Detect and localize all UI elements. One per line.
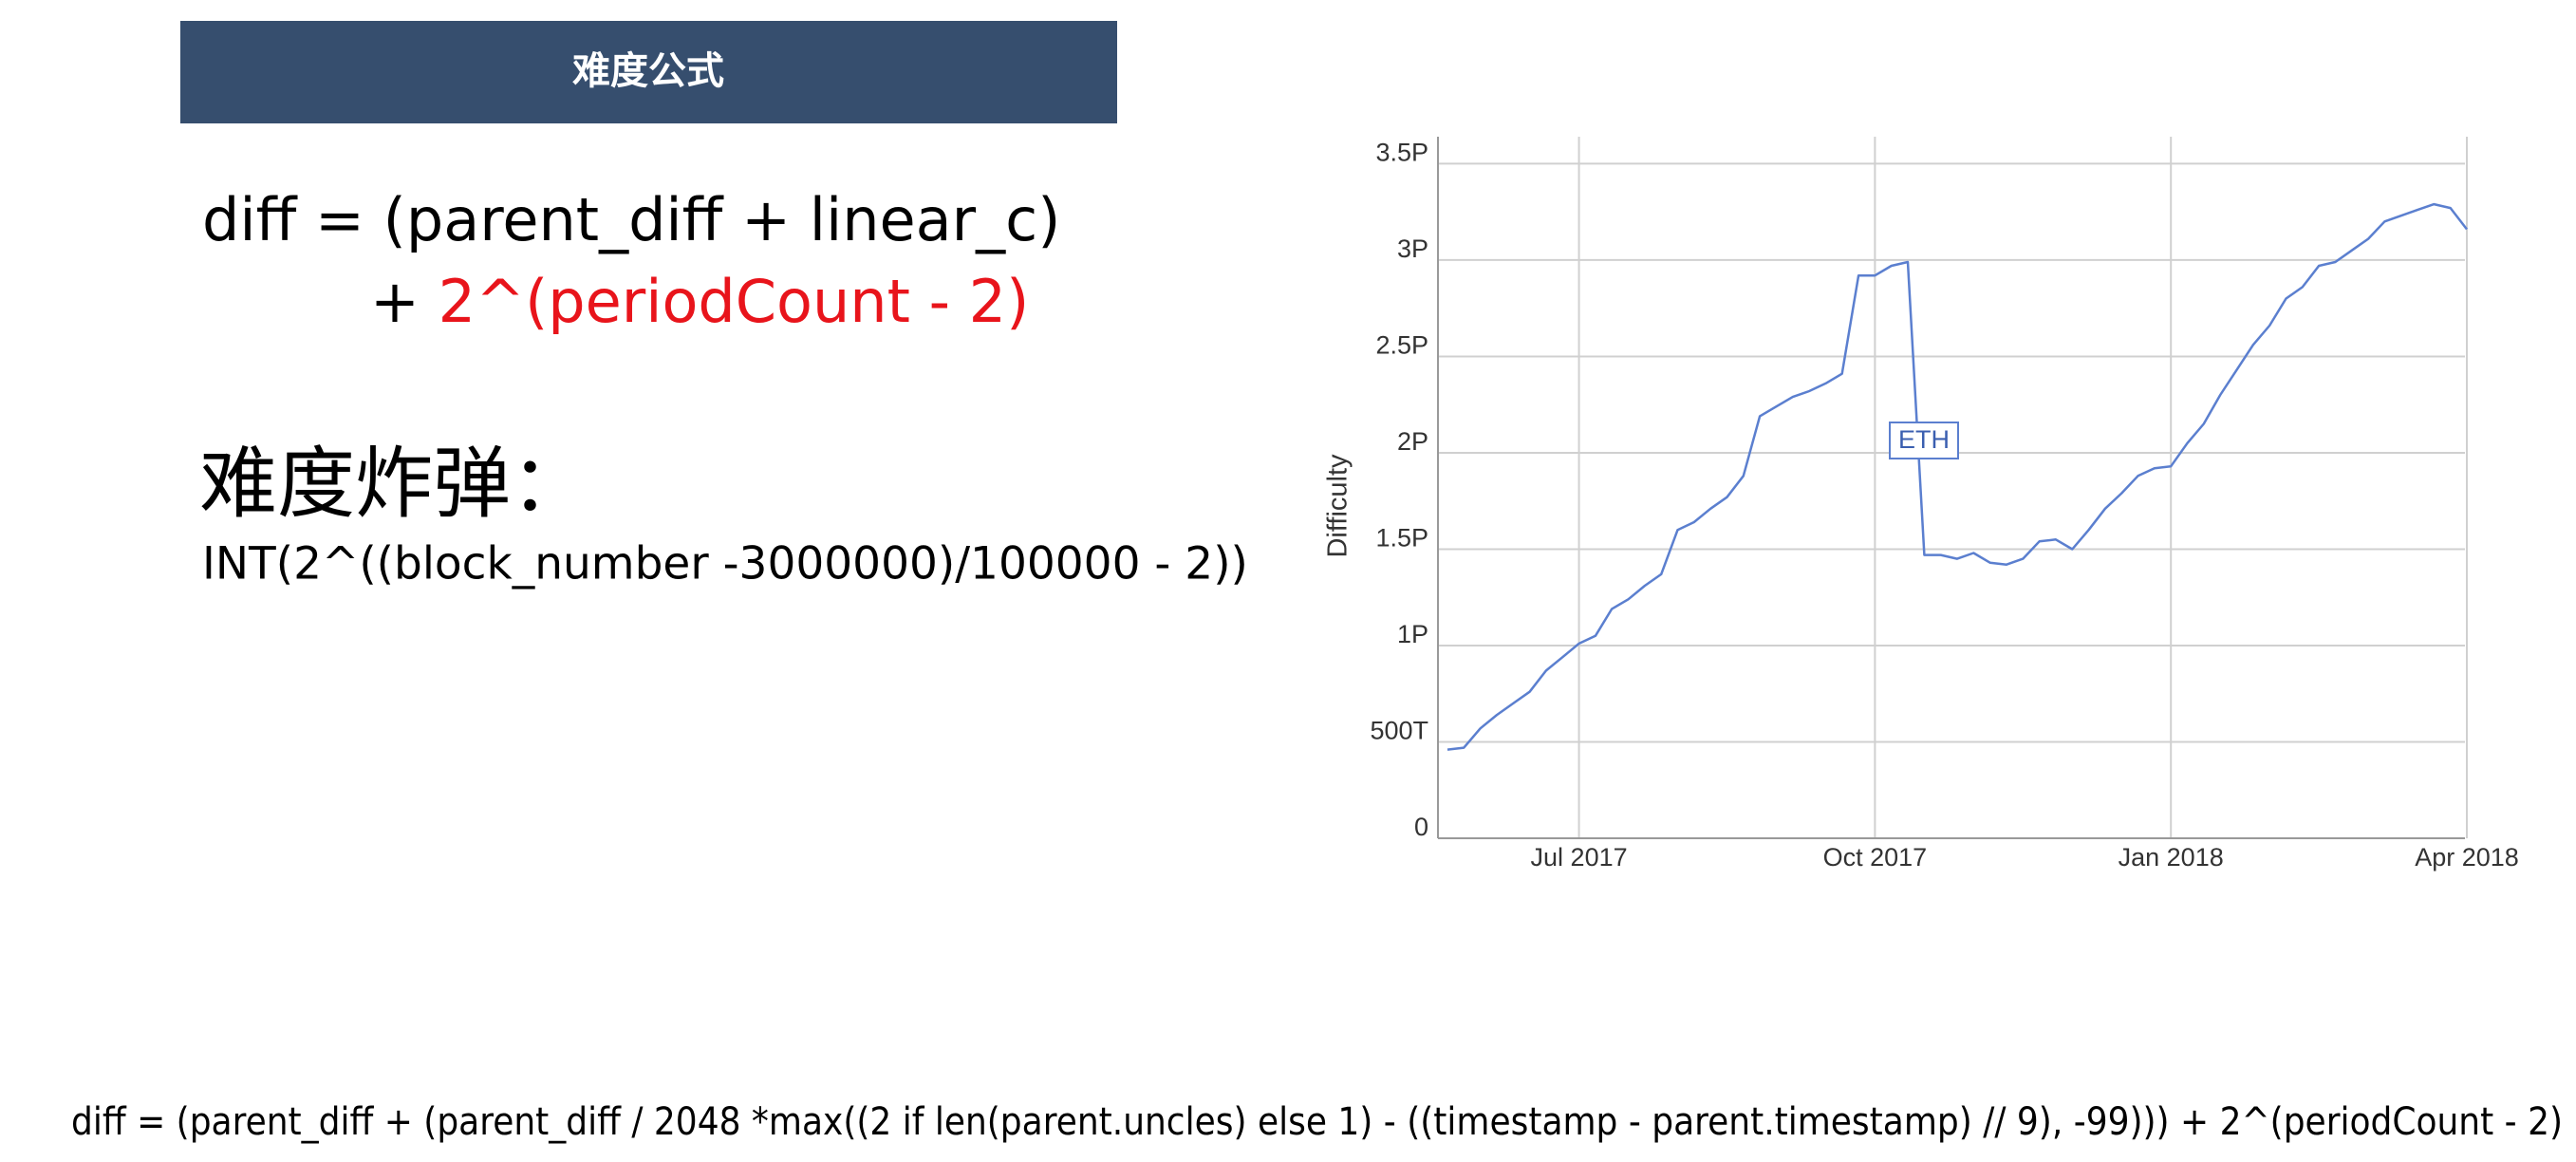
footer-formula: diff = (parent_diff + (parent_diff / 204… [71,1100,2563,1144]
bomb-formula: INT(2^((block_number -3000000)/100000 - … [202,538,1248,590]
formula-line: diff = (parent_diff + linear_c) [202,185,1060,254]
y-tick-label: 2.5P [1375,331,1428,360]
annotation-box [1889,422,1959,459]
data-line [1447,202,2468,751]
header-bar [180,21,1117,123]
y-tick-label: 1P [1397,620,1428,648]
bomb-title: 难度炸弹： [199,440,588,530]
x-tick-label: Jul 2017 [1531,843,1628,872]
formula-line: + 2^(periodCount - 2) [370,267,1029,336]
annotation: ETH [1898,425,1950,454]
y-tick-label: 2P [1397,427,1428,456]
y-tick-label: 3P [1397,234,1428,263]
x-tick-label: Oct 2017 [1823,843,1928,872]
y-axis-label: Difficulty [1323,454,1353,558]
formula-plus: + [370,267,439,336]
y-tick-label: 3.5P [1375,139,1428,167]
header-title: 难度公式 [572,48,724,93]
y-tick-label: 500T [1370,717,1428,745]
y-tick-label: 0 [1414,813,1428,841]
x-tick-label: Apr 2018 [2415,843,2519,872]
formula-highlight: 2^(periodCount - 2) [439,267,1030,336]
y-tick-label: 1.5P [1375,524,1428,553]
x-tick-label: Jan 2018 [2119,843,2224,872]
